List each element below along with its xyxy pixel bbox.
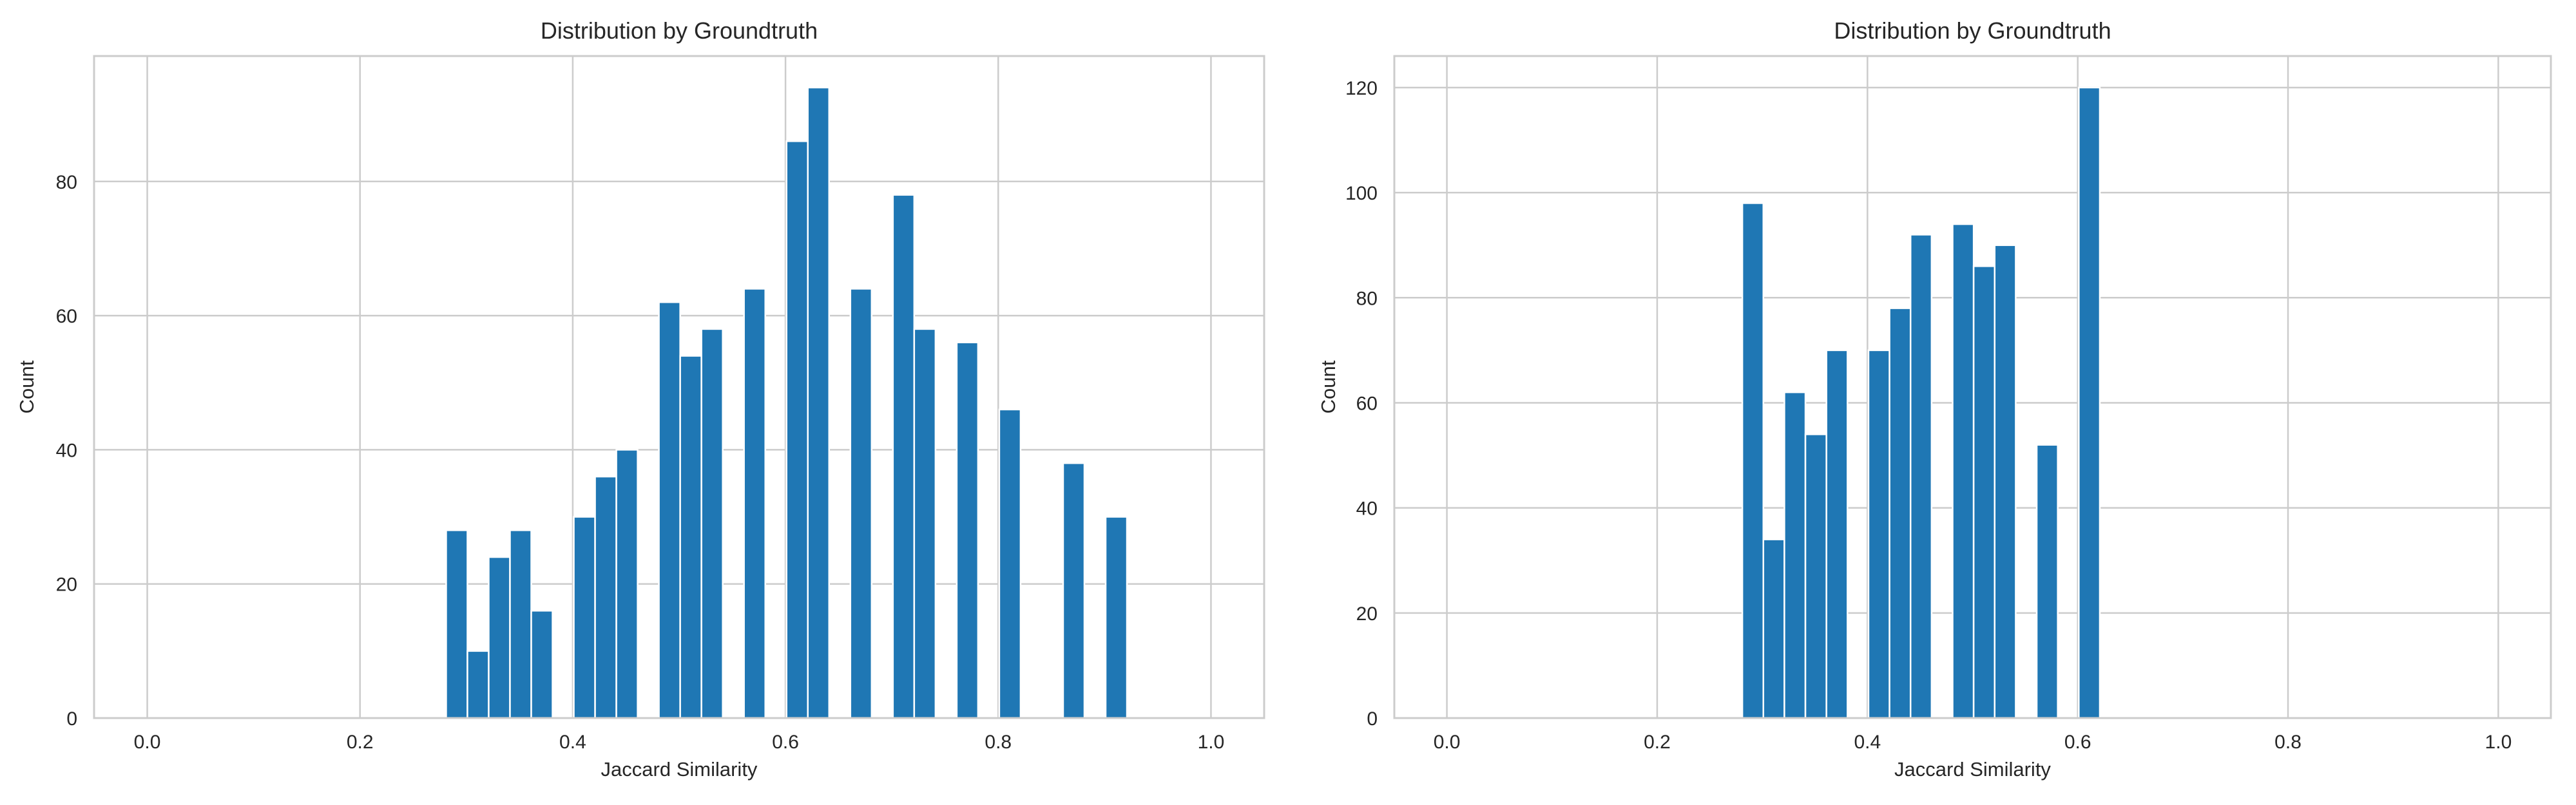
histogram-bar: [573, 516, 596, 719]
histogram-bar: [1972, 265, 1996, 719]
histogram-bar: [1994, 244, 2017, 719]
y-tick-label: 60: [56, 306, 77, 327]
x-tick-label: 0.2: [347, 732, 374, 753]
histogram-bar: [1762, 538, 1785, 719]
x-tick-label: 0.2: [1644, 732, 1671, 753]
y-axis-label: Count: [15, 360, 38, 413]
x-axis-label: Jaccard Similarity: [1894, 758, 2051, 781]
histogram-bar: [892, 194, 916, 719]
histogram-bar: [1783, 391, 1807, 719]
histogram-bar: [2035, 444, 2059, 719]
histogram-bar: [488, 556, 511, 719]
histogram-bar: [1889, 307, 1912, 719]
y-tick-label: 40: [56, 440, 77, 461]
histogram-bar: [998, 408, 1022, 719]
y-tick-label: 40: [1356, 498, 1378, 520]
histogram-bar: [1825, 349, 1849, 719]
x-tick-label: 0.8: [985, 732, 1012, 753]
histogram-bar: [1952, 223, 1975, 719]
x-tick-label: 0.6: [772, 732, 799, 753]
histogram-bar: [785, 140, 809, 719]
histogram-bar: [1741, 202, 1765, 719]
y-tick-label: 80: [1356, 288, 1378, 309]
x-tick-label: 0.0: [1434, 732, 1461, 753]
histogram-bar: [743, 288, 766, 719]
histogram-bar: [509, 529, 532, 719]
axes-frame: [1393, 55, 2552, 719]
y-axis-label: Count: [1317, 360, 1340, 413]
histogram-bar: [1104, 516, 1128, 719]
x-tick-label: 0.8: [2274, 732, 2302, 753]
histogram-bar: [1804, 433, 1827, 719]
histogram-bar: [1062, 462, 1086, 719]
histogram-bar: [466, 650, 490, 719]
x-tick-label: 0.4: [559, 732, 586, 753]
chart-title: Distribution by Groundtruth: [541, 17, 818, 44]
y-tick-label: 100: [1345, 183, 1378, 204]
x-tick-label: 0.0: [134, 732, 161, 753]
chart-title: Distribution by Groundtruth: [1834, 17, 2111, 44]
histogram-bar: [615, 449, 639, 719]
y-tick-label: 0: [1367, 708, 1378, 730]
axes-frame: [93, 55, 1265, 719]
y-tick-label: 20: [56, 574, 77, 596]
chart-1: 0.0 0.2 0.4 0.6 0.8 1.0 0 20 40 60 80 Distribution …: [15, 17, 1265, 781]
x-axis-label: Jaccard Similarity: [601, 758, 758, 781]
x-tick-label: 0.6: [2064, 732, 2091, 753]
y-tick-label: 0: [66, 708, 77, 730]
x-tick-label: 0.4: [1854, 732, 1881, 753]
histogram-bar: [849, 288, 873, 719]
histogram-bar: [2078, 86, 2101, 719]
histogram-bar: [1909, 234, 1933, 719]
histogram-bar: [530, 610, 553, 719]
histogram-bar: [1867, 349, 1890, 719]
histogram-bar: [658, 301, 681, 719]
histogram-bar: [700, 328, 724, 719]
histogram-bar: [594, 475, 617, 719]
histogram-bar: [445, 529, 468, 719]
y-tick-label: 80: [56, 172, 77, 193]
histogram-bar: [807, 86, 831, 719]
y-tick-label: 20: [1356, 603, 1378, 625]
y-tick-label: 120: [1345, 78, 1378, 99]
histogram-bar: [913, 328, 937, 719]
x-tick-label: 1.0: [1198, 732, 1225, 753]
histogram-bar: [956, 341, 979, 719]
x-tick-label: 1.0: [2485, 732, 2512, 753]
y-tick-label: 60: [1356, 393, 1378, 414]
chart-2: 0.0 0.2 0.4 0.6 0.8 1.0 0 20 40 60 80 100 120 Distrib…: [1317, 17, 2552, 781]
histogram-bar: [679, 355, 702, 719]
